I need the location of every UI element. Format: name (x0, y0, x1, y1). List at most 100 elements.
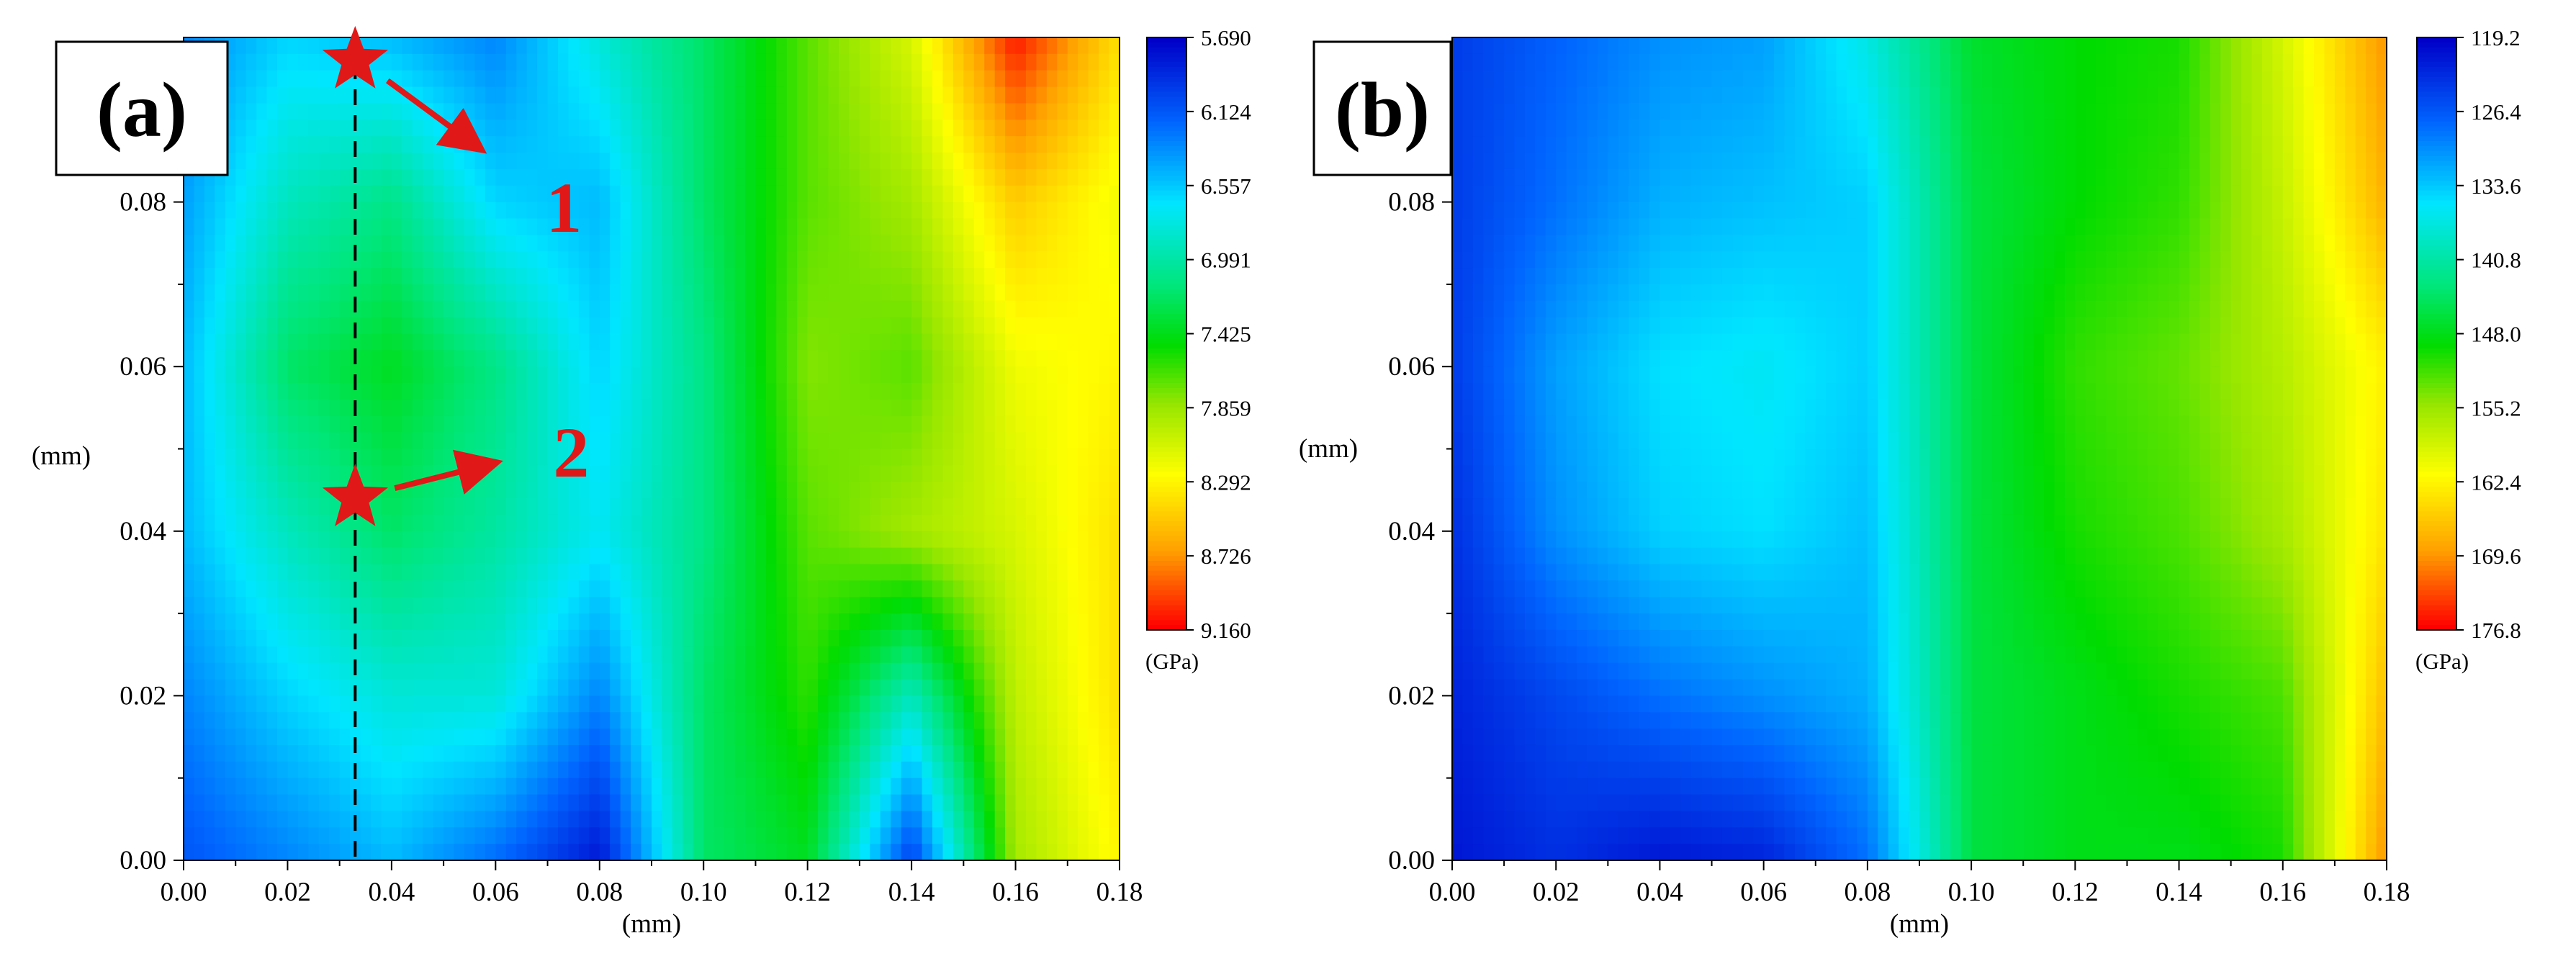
heatmap-cell (849, 399, 860, 417)
heatmap-cell (1078, 729, 1089, 746)
heatmap-cell (443, 794, 455, 812)
heatmap-cell (235, 136, 247, 153)
heatmap-cell (433, 136, 444, 153)
heatmap-cell (1109, 300, 1120, 318)
heatmap-cell (807, 564, 819, 582)
heatmap-cell (1493, 86, 1505, 104)
heatmap-cell (901, 646, 912, 664)
heatmap-cell (485, 778, 497, 796)
heatmap-cell (973, 778, 986, 796)
heatmap-cell (308, 53, 320, 71)
heatmap-cell (329, 300, 341, 318)
heatmap-cell (277, 399, 289, 417)
heatmap-cell (256, 37, 268, 55)
heatmap-cell (765, 399, 778, 417)
heatmap-cell (839, 778, 850, 796)
heatmap-cell (693, 465, 705, 483)
heatmap-cell (942, 415, 954, 433)
heatmap-cell (724, 366, 736, 384)
heatmap-cell (308, 613, 320, 631)
heatmap-cell (1046, 482, 1058, 499)
heatmap-cell (402, 597, 413, 614)
heatmap-cell (870, 449, 881, 467)
heatmap-cell (828, 120, 839, 137)
heatmap-cell (204, 482, 216, 499)
heatmap-cell (1067, 712, 1079, 729)
heatmap-cell (225, 761, 237, 779)
heatmap-cell (891, 317, 902, 335)
heatmap-cell (713, 284, 725, 302)
heatmap-cell (287, 366, 299, 384)
heatmap-cell (423, 333, 434, 351)
heatmap-cell (256, 827, 268, 844)
heatmap-cell (765, 383, 778, 400)
heatmap-cell (1462, 86, 1474, 104)
heatmap-cell (277, 136, 289, 153)
heatmap-cell (776, 514, 788, 532)
heatmap-cell (287, 218, 299, 236)
heatmap-cell (235, 531, 247, 549)
heatmap-cell (526, 383, 538, 400)
heatmap-cell (1452, 284, 1464, 302)
heatmap-cell (318, 646, 330, 664)
heatmap-cell (870, 844, 881, 861)
heatmap-cell (381, 629, 392, 647)
panel-label-box (55, 40, 229, 176)
heatmap-cell (589, 597, 600, 614)
heatmap-cell (297, 70, 310, 88)
heatmap-cell (547, 218, 559, 236)
heatmap-cell (703, 120, 715, 137)
heatmap-cell (474, 284, 486, 302)
x-tick-label: 0.08 (576, 878, 623, 907)
heatmap-cell (662, 827, 673, 844)
heatmap-cell (578, 103, 590, 121)
heatmap-cell (870, 136, 881, 153)
heatmap-cell (776, 103, 788, 121)
heatmap-cell (526, 415, 538, 433)
heatmap-cell (880, 333, 892, 351)
heatmap-cell (297, 284, 310, 302)
heatmap-cell (693, 794, 705, 812)
heatmap-cell (776, 482, 788, 499)
heatmap-cell (1504, 185, 1516, 203)
heatmap-cell (589, 218, 600, 236)
heatmap-cell (1015, 712, 1027, 729)
heatmap-cell (713, 531, 725, 549)
heatmap-cell (859, 70, 871, 88)
heatmap-cell (194, 465, 205, 483)
heatmap-cell (849, 564, 860, 582)
heatmap-cell (631, 202, 642, 220)
heatmap-cell (1067, 366, 1079, 384)
heatmap-cell (942, 432, 954, 450)
heatmap-cell (901, 103, 912, 121)
heatmap-cell (683, 383, 694, 400)
heatmap-cell (204, 712, 216, 729)
heatmap-cell (734, 333, 746, 351)
heatmap-cell (859, 317, 871, 335)
heatmap-cell (1472, 70, 1485, 88)
heatmap-cell (1483, 827, 1495, 844)
heatmap-cell (932, 465, 944, 483)
heatmap-cell (1036, 629, 1048, 647)
heatmap-cell (1462, 482, 1474, 499)
heatmap-cell (922, 794, 933, 812)
heatmap-cell (516, 284, 528, 302)
heatmap-cell (454, 70, 465, 88)
heatmap-cell (318, 679, 330, 697)
heatmap-cell (1036, 498, 1048, 515)
heatmap-cell (1026, 449, 1037, 467)
heatmap-cell (973, 432, 986, 450)
heatmap-cell (724, 383, 736, 400)
heatmap-cell (474, 597, 486, 614)
heatmap-cell (443, 235, 455, 252)
heatmap-cell (495, 136, 507, 153)
heatmap-cell (641, 70, 652, 88)
heatmap-cell (329, 531, 341, 549)
heatmap-cell (474, 794, 486, 812)
heatmap-cell (516, 646, 528, 664)
heatmap-cell (1504, 695, 1516, 713)
heatmap-cell (724, 547, 736, 565)
heatmap-cell (516, 547, 528, 565)
heatmap-cell (329, 679, 341, 697)
heatmap-cell (1046, 383, 1058, 400)
